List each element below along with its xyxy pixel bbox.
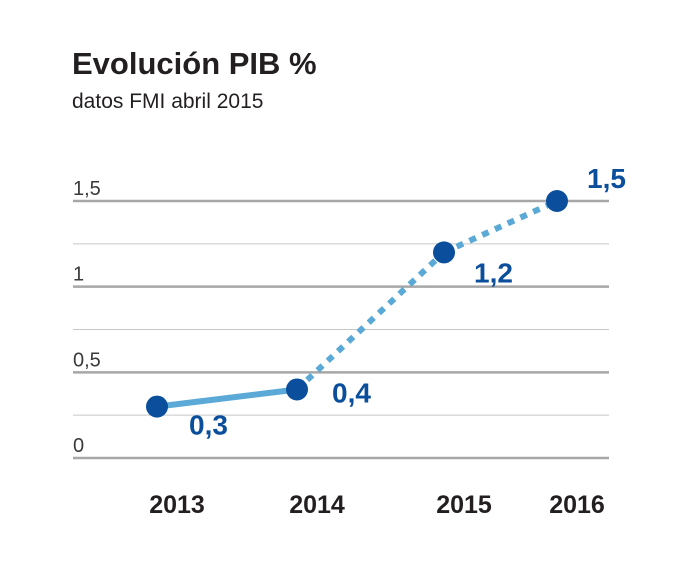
y-tick-label: 0 bbox=[73, 435, 84, 457]
series-segment-dotted bbox=[442, 198, 559, 256]
data-point bbox=[433, 241, 455, 264]
x-tick-label: 2013 bbox=[149, 491, 205, 519]
series-lines bbox=[156, 198, 559, 410]
series-segment-dotted bbox=[294, 250, 447, 392]
x-tick-label: 2015 bbox=[436, 491, 492, 519]
data-label: 1,2 bbox=[474, 257, 513, 288]
data-label: 0,4 bbox=[332, 377, 371, 408]
x-tick-label: 2016 bbox=[549, 491, 605, 519]
gridlines bbox=[73, 199, 609, 460]
y-tick-label: 1 bbox=[73, 264, 84, 286]
y-tick-label: 0,5 bbox=[73, 349, 101, 371]
data-labels: 0,3 0,4 1,2 1,5 bbox=[189, 163, 626, 441]
chart-subtitle: datos FMI abril 2015 bbox=[72, 90, 263, 113]
series-points bbox=[146, 190, 568, 418]
data-point bbox=[546, 190, 568, 212]
data-point bbox=[146, 395, 168, 418]
data-label: 1,5 bbox=[587, 163, 626, 194]
series-segment-solid bbox=[156, 386, 298, 410]
x-axis-ticks: 2013 2014 2015 2016 bbox=[149, 491, 605, 519]
x-tick-label: 2014 bbox=[289, 491, 345, 519]
data-point bbox=[286, 378, 308, 401]
data-label: 0,3 bbox=[189, 410, 228, 441]
y-axis-ticks: 0 0,5 1 1,5 bbox=[73, 178, 101, 457]
y-tick-label: 1,5 bbox=[73, 178, 101, 200]
chart-title: Evolución PIB % bbox=[72, 46, 317, 81]
